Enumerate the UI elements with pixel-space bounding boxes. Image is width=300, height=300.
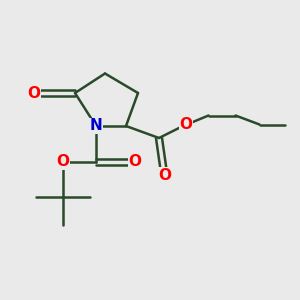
Text: O: O [179,117,193,132]
Text: O: O [27,85,40,100]
Text: O: O [56,154,70,169]
Text: O: O [158,168,172,183]
Text: O: O [128,154,142,169]
Text: N: N [90,118,102,134]
